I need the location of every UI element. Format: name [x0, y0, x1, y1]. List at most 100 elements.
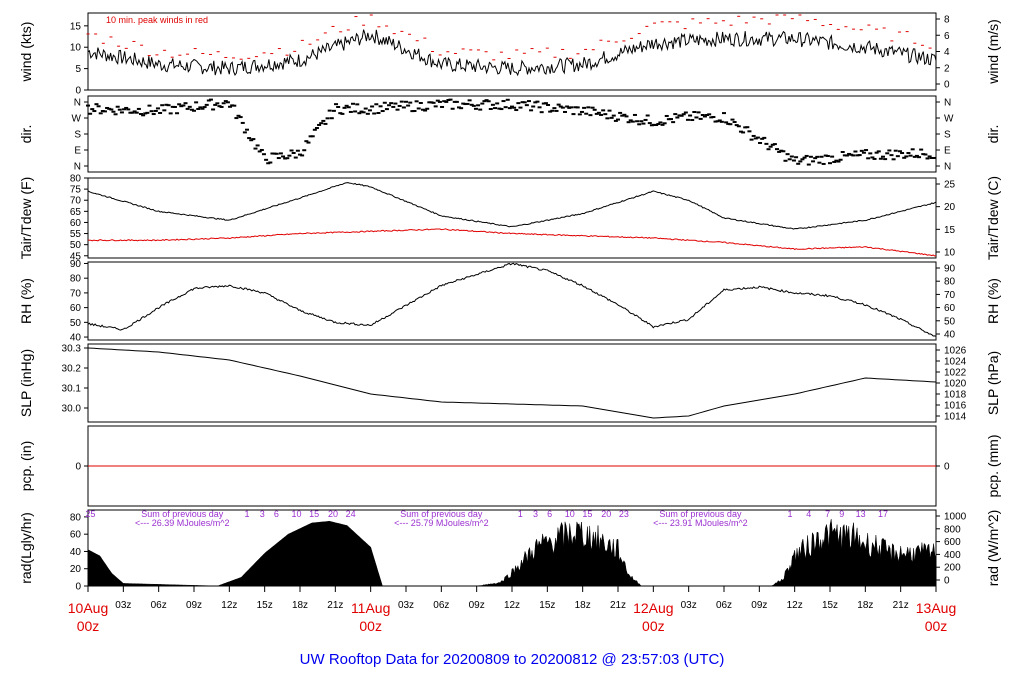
- rad-ytick-label-right: 0: [944, 576, 950, 587]
- xtick-label: 21z: [610, 600, 626, 611]
- pcp-ylabel-right: pcp. (mm): [985, 435, 1001, 498]
- xtick-label: 12z: [787, 600, 803, 611]
- temp-frame: [87, 177, 937, 259]
- temp-ytick-label-left: 50: [70, 240, 82, 251]
- xtick-label: 21z: [893, 600, 909, 611]
- xtick-label: 06z: [151, 600, 167, 611]
- rad-annotation: Sum of previous day: [400, 509, 483, 519]
- rad-annotation: 10: [565, 509, 575, 519]
- footer-title: UW Rooftop Data for 20200809 to 20200812…: [300, 651, 725, 668]
- day-label: 12Aug: [633, 600, 673, 616]
- temp-ytick-label-right: 20: [944, 202, 956, 213]
- rad-ytick-label-left: 0: [75, 582, 81, 593]
- rad-annotation: 17: [878, 509, 888, 519]
- rad-annotation: Sum of previous day: [141, 509, 224, 519]
- rad-ytick-label-left: 20: [70, 564, 82, 575]
- temp-ytick-label-left: 70: [70, 196, 82, 207]
- slp-ylabel-left: SLP (inHg): [18, 349, 34, 417]
- temp-ytick-label-left: 60: [70, 218, 82, 229]
- panel-temp: Tair/Tdew (F) Tair/Tdew (C) 45505560657075…: [18, 174, 1001, 263]
- rh-ytick-label-left: 40: [70, 333, 82, 344]
- day-hour-label: 00z: [77, 618, 100, 634]
- xtick-label: 06z: [716, 600, 732, 611]
- temp-ytick-label-right: 25: [944, 180, 956, 191]
- series-slp: [87, 347, 937, 419]
- wind-ytick-label-right: 8: [944, 15, 950, 26]
- wind-ytick-label-left: 0: [75, 86, 81, 97]
- wind-ylabel-left: wind (kts): [18, 22, 34, 83]
- rad-annotation: 6: [274, 509, 279, 519]
- xtick-label: 18z: [857, 600, 873, 611]
- temp-ytick-label-left: 55: [70, 229, 82, 240]
- panel-rh: RH (%) RH (%) 40 50 60 70 80 90 40 50 60 70 80 90: [18, 259, 1001, 344]
- series-tdew: [87, 228, 937, 257]
- rad-ytick-label-right: 200: [944, 563, 961, 574]
- slp-ytick-label-left: 30.1: [62, 384, 82, 395]
- series-tair: [87, 182, 937, 230]
- wind-ylabel-right: wind (m/s): [985, 19, 1001, 85]
- temp-ylabel-right: Tair/Tdew (C): [985, 176, 1001, 260]
- dir-ytick-label-left: N: [74, 98, 81, 109]
- xtick-label: 18z: [292, 600, 308, 611]
- slp-ytick-label-left: 30.0: [62, 404, 82, 415]
- xtick-label: 03z: [398, 600, 414, 611]
- rad-annotation: 4: [806, 509, 811, 519]
- rad-annotation: 9: [839, 509, 844, 519]
- rh-ytick-label-right: 40: [944, 330, 956, 341]
- xtick-label: 09z: [751, 600, 767, 611]
- xtick-label: 15z: [539, 600, 555, 611]
- wind-ytick-label-left: 15: [70, 21, 82, 32]
- day-label: 10Aug: [68, 600, 108, 616]
- wind-ytick-label-left: 10: [70, 43, 82, 54]
- slp-ytick-label-right: 1018: [944, 390, 967, 401]
- rad-annotation: 3: [260, 509, 265, 519]
- pcp-ytick-label-right: 0: [944, 462, 950, 473]
- dir-ytick-label-right: S: [944, 130, 951, 141]
- rh-ytick-label-left: 70: [70, 288, 82, 299]
- rad-ytick-label-left: 40: [70, 547, 82, 558]
- panels: wind (kts) wind (m/s) 0 5 10 15 0 24 6 8 10 min. p…: [18, 12, 1001, 593]
- rh-ytick-label-left: 80: [70, 274, 82, 285]
- wind-ytick-label-right: 6: [944, 31, 950, 42]
- panel-wind: wind (kts) wind (m/s) 0 5 10 15 0 2 4 6 8 10 min. p…: [18, 12, 1001, 97]
- slp-ytick-label-left: 30.3: [62, 344, 82, 355]
- series-rh: [87, 262, 937, 337]
- rad-area: [87, 519, 937, 587]
- rad-ytick-label-right: 1000: [944, 512, 967, 523]
- rh-ytick-label-left: 90: [70, 259, 82, 270]
- dir-ytick-label-right: N: [944, 98, 951, 109]
- xtick-label: 18z: [575, 600, 591, 611]
- wind-ytick-label-right: 4: [944, 47, 950, 58]
- rad-annotation: Sum of previous day: [659, 509, 742, 519]
- pcp-ylabel-left: pcp. (in): [18, 441, 34, 492]
- temp-ytick-label-left: 45: [70, 251, 82, 262]
- rad-annotation: <--- 23.91 MJoules/m^2: [653, 518, 748, 528]
- rad-ylabel-left: rad(Lgly/hr): [18, 512, 34, 584]
- rad-annotation: 20: [601, 509, 611, 519]
- rh-ytick-label-left: 50: [70, 318, 82, 329]
- day-hour-label: 00z: [925, 618, 948, 634]
- rad-annotation: 15: [309, 509, 319, 519]
- xtick-label: 09z: [186, 600, 202, 611]
- xtick-label: 06z: [433, 600, 449, 611]
- rad-ytick-label-right: 400: [944, 550, 961, 561]
- rad-annotation: 6: [547, 509, 552, 519]
- dir-ylabel-left: dir.: [18, 125, 34, 144]
- day-label: 13Aug: [916, 600, 956, 616]
- rh-ylabel-left: RH (%): [18, 278, 34, 324]
- temp-ylabel-left: Tair/Tdew (F): [18, 177, 34, 259]
- wind-ytick-label-left: 5: [75, 64, 81, 75]
- dir-ylabel-right: dir.: [985, 125, 1001, 144]
- rad-ytick-label-left: 80: [70, 512, 82, 523]
- temp-ytick-label-left: 80: [70, 174, 82, 185]
- pcp-ytick-label-left: 0: [75, 462, 81, 473]
- slp-ytick-label-right: 1022: [944, 368, 967, 379]
- rad-annotation: 24: [346, 509, 356, 519]
- rad-annotation: <--- 26.39 MJoules/m^2: [135, 518, 230, 528]
- wind-annotation: 10 min. peak winds in red: [106, 15, 208, 25]
- rh-ytick-label-right: 70: [944, 290, 956, 301]
- x-axis: 03z 06z 09z 12z 15z 18z 21z 03z 06z 09z 12z 15z 18z 2…: [68, 586, 956, 634]
- rad-ytick-label-right: 600: [944, 537, 961, 548]
- wind-ytick-label-right: 0: [944, 80, 950, 91]
- slp-ylabel-right: SLP (hPa): [985, 351, 1001, 415]
